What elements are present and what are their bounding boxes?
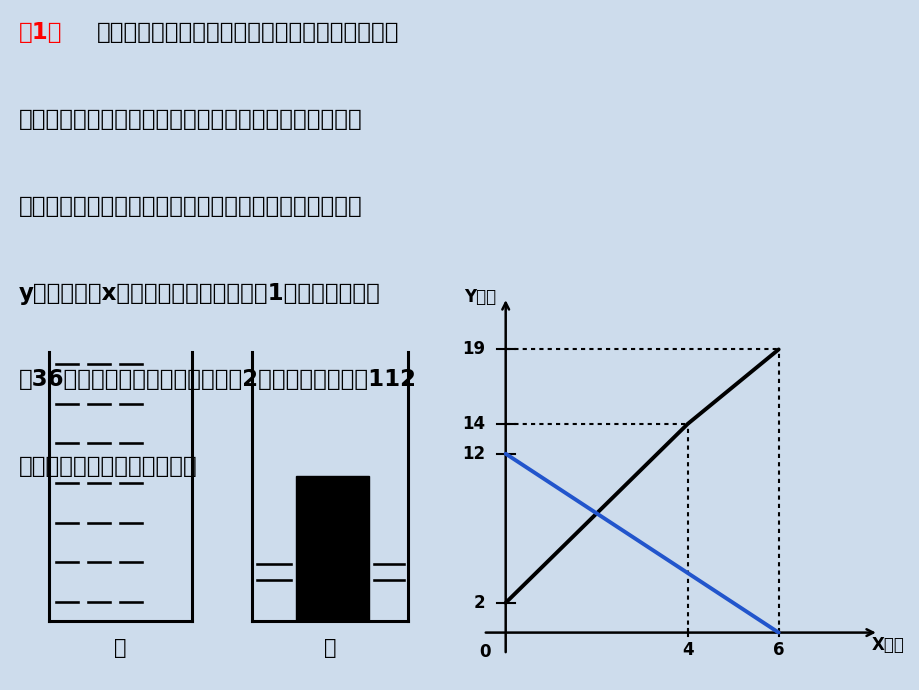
Text: 6: 6 — [772, 642, 784, 660]
Text: 19: 19 — [461, 340, 484, 358]
Text: 乙: 乙 — [323, 638, 336, 658]
Text: X分钟: X分钟 — [870, 635, 903, 653]
Text: 例1、: 例1、 — [18, 21, 62, 43]
Text: 立方厘米，求甲槽的底面积。: 立方厘米，求甲槽的底面积。 — [18, 455, 197, 478]
Text: Y厘米: Y厘米 — [464, 288, 496, 306]
Text: 0: 0 — [479, 643, 491, 661]
Text: 12: 12 — [461, 445, 484, 463]
Text: 中有一个圆柱形铁块（其下底面完全落在乙槽底面上），: 中有一个圆柱形铁块（其下底面完全落在乙槽底面上）， — [18, 108, 362, 130]
Text: 现将甲槽中的水匀速注入乙槽，甲乙两个水槽中水的深度: 现将甲槽中的水匀速注入乙槽，甲乙两个水槽中水的深度 — [18, 195, 362, 217]
Text: y厘米与时间x分钟之间的关系如图。（1）若乙槽底面积: y厘米与时间x分钟之间的关系如图。（1）若乙槽底面积 — [18, 282, 380, 304]
Text: 如图，为甲乙两个圆柱形水槽的轴截面示意图，乙: 如图，为甲乙两个圆柱形水槽的轴截面示意图，乙 — [96, 21, 399, 43]
Bar — [295, 476, 369, 621]
Text: 2: 2 — [473, 594, 484, 612]
Text: 4: 4 — [681, 642, 693, 660]
Text: 甲: 甲 — [114, 638, 127, 658]
Text: 14: 14 — [461, 415, 484, 433]
Text: 为36平方厘米，求铁块的体积；（2）若铁块的体积是112: 为36平方厘米，求铁块的体积；（2）若铁块的体积是112 — [18, 368, 416, 391]
